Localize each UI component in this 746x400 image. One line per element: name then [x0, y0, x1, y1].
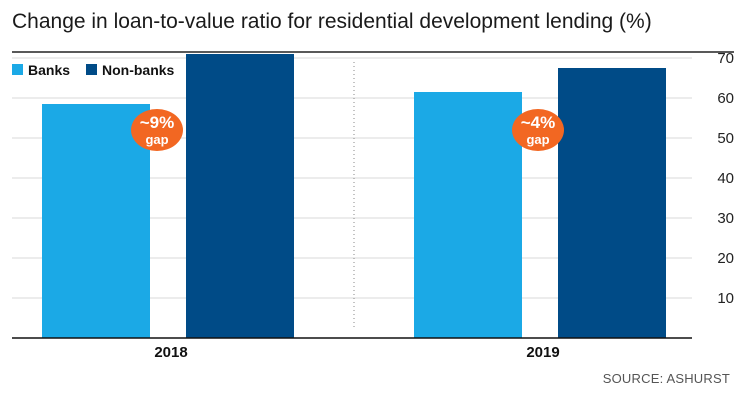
- y-axis-ticks: 10 20 30 40 50 60 70: [717, 50, 734, 307]
- y-tick-label: 30: [717, 210, 734, 227]
- bars: [42, 54, 666, 338]
- gap-value: ~4%: [521, 113, 556, 132]
- bar-non-banks-2019: [558, 68, 666, 338]
- gap-badge: [512, 109, 564, 151]
- bar-non-banks-2018: [186, 54, 294, 338]
- gap-label: gap: [145, 132, 168, 147]
- legend-swatch: [12, 64, 23, 75]
- gap-badge: [131, 109, 183, 151]
- chart-title: Change in loan-to-value ratio for reside…: [12, 10, 652, 33]
- legend-swatch: [86, 64, 97, 75]
- gap-value: ~9%: [140, 113, 175, 132]
- y-tick-label: 40: [717, 170, 734, 187]
- legend: Banks Non-banks: [12, 62, 175, 78]
- y-tick-label: 10: [717, 290, 734, 307]
- y-tick-label: 70: [717, 50, 734, 67]
- bar-banks-2018: [42, 104, 150, 338]
- x-axis-categories: 2018 2019: [154, 344, 559, 361]
- bar-banks-2019: [414, 92, 522, 338]
- legend-label: Banks: [28, 62, 70, 78]
- source-note: SOURCE: ASHURST: [602, 371, 730, 386]
- y-tick-label: 60: [717, 90, 734, 107]
- gap-label: gap: [526, 132, 549, 147]
- x-category-label: 2018: [154, 344, 187, 361]
- legend-label: Non-banks: [102, 62, 175, 78]
- gap-annotations: ~9%gap~4%gap: [131, 109, 564, 151]
- x-category-label: 2019: [526, 344, 559, 361]
- y-tick-label: 20: [717, 250, 734, 267]
- y-tick-label: 50: [717, 130, 734, 147]
